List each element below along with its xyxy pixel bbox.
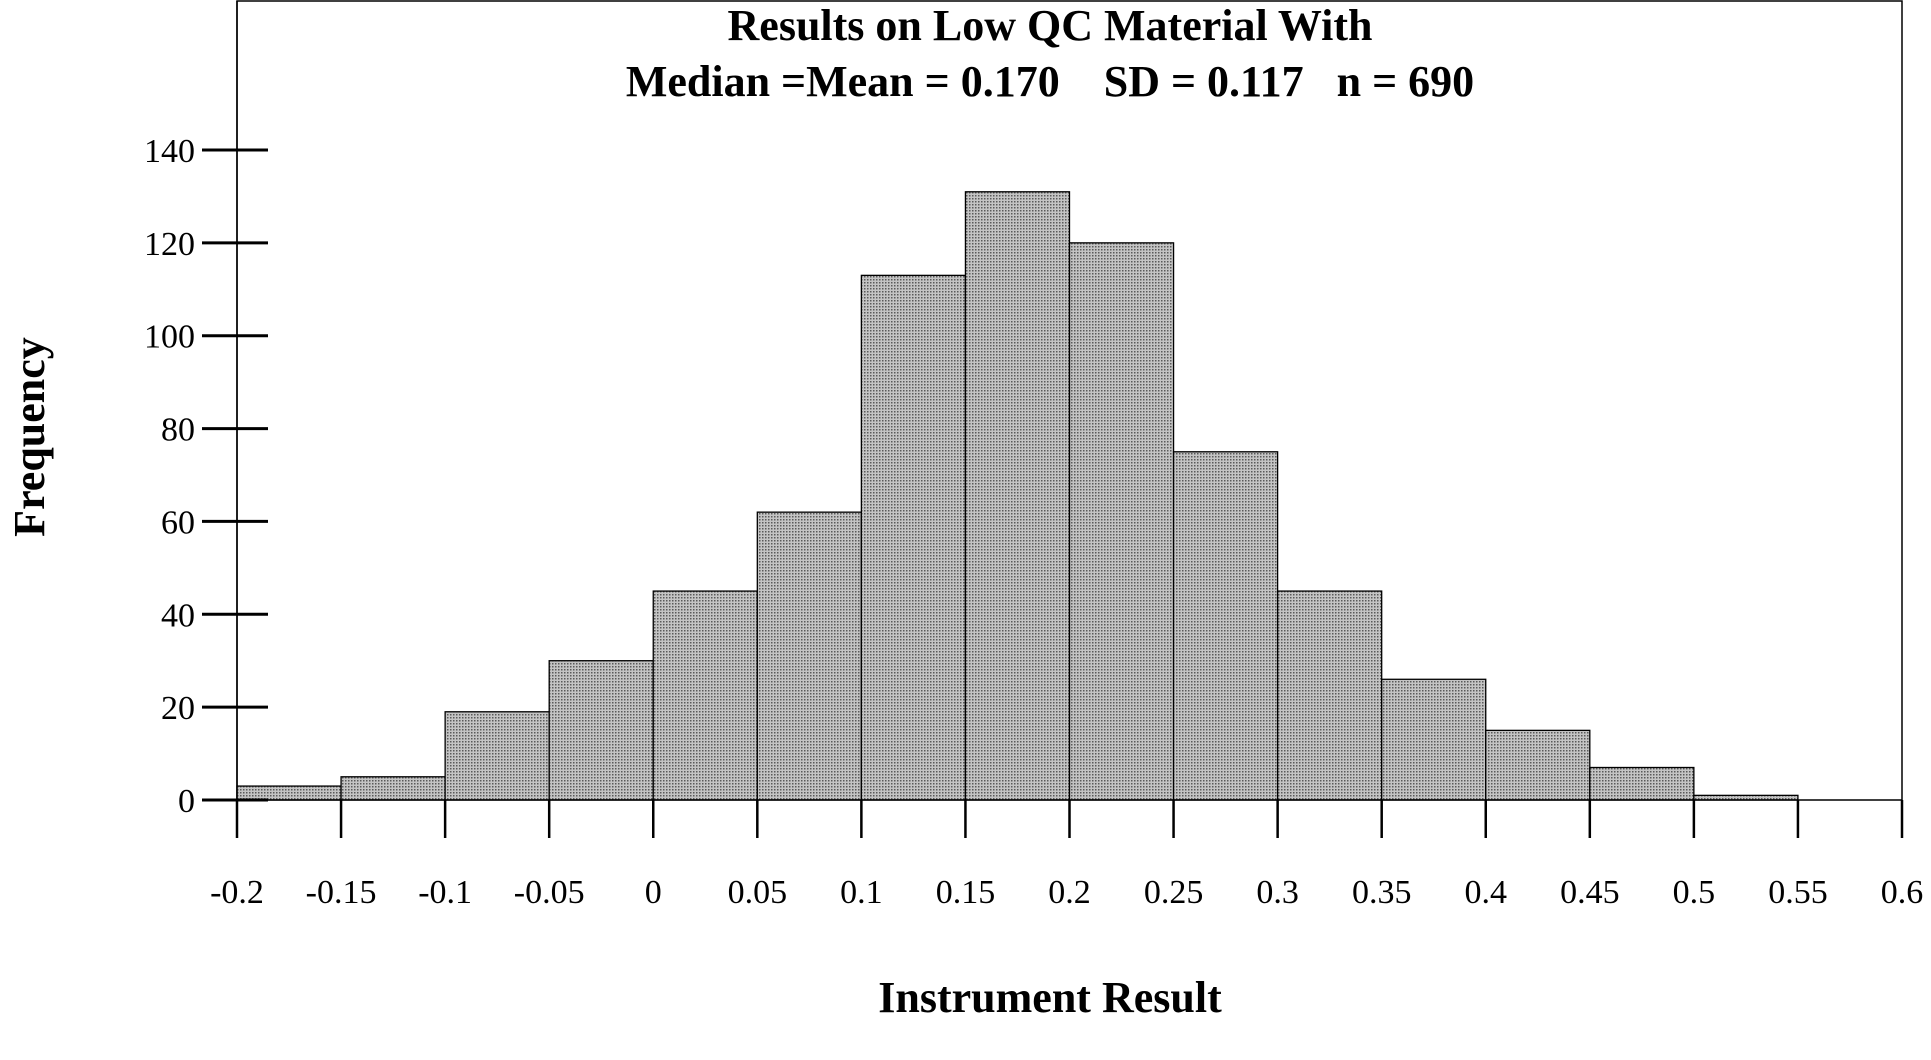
x-tick-label: 0.45	[1560, 874, 1620, 911]
histogram-bar	[1068, 242, 1175, 801]
x-axis-label: Instrument Result	[878, 973, 1222, 1022]
chart-title: Results on Low QC Material With	[728, 1, 1373, 50]
x-tick-label: 0	[645, 874, 662, 911]
x-tick-label: -0.15	[306, 874, 377, 911]
histogram-bar	[340, 776, 446, 801]
x-tick-label: 0.4	[1465, 874, 1508, 911]
histogram-bar	[1172, 451, 1279, 801]
y-tick-label: 120	[144, 226, 195, 263]
x-tick-label: -0.2	[210, 874, 264, 911]
x-tick-label: 0.05	[728, 874, 788, 911]
x-tick-label: 0.25	[1144, 874, 1204, 911]
x-tick-label: -0.05	[514, 874, 585, 911]
y-tick-label: 40	[161, 597, 195, 634]
y-axis-label: Frequency	[5, 337, 54, 537]
y-tick-label: 140	[144, 133, 195, 170]
histogram-bar	[1485, 729, 1591, 801]
y-tick-label: 80	[161, 412, 195, 449]
histogram-bar	[652, 590, 758, 801]
x-tick-label: 0.3	[1256, 874, 1299, 911]
x-tick-label: 0.15	[936, 874, 996, 911]
chart-subtitle: Median =Mean = 0.170 SD = 0.117 n = 690	[626, 57, 1474, 106]
histogram-bar	[1589, 766, 1695, 801]
x-tick-label: 0.35	[1352, 874, 1412, 911]
y-tick-label: 0	[178, 783, 195, 820]
histogram-bar	[236, 785, 342, 801]
histogram-bar	[1381, 678, 1487, 801]
x-tick-label: 0.6	[1881, 874, 1924, 911]
histogram-bar	[860, 274, 967, 801]
histogram-bar	[1276, 590, 1383, 801]
x-tick-label: -0.1	[418, 874, 472, 911]
x-tick-label: 0.5	[1673, 874, 1716, 911]
histogram-bar	[756, 511, 863, 801]
y-tick-label: 60	[161, 504, 195, 541]
x-tick-label: 0.1	[840, 874, 883, 911]
x-tick-label: 0.2	[1048, 874, 1091, 911]
y-axis-ticks: 0 20 40 60 80 100 120 140	[144, 133, 268, 820]
histogram-bar	[444, 711, 550, 801]
y-tick-label: 20	[161, 690, 195, 727]
y-tick-label: 100	[144, 319, 195, 356]
x-axis-ticks: -0.2 -0.15 -0.1 -0.05 0 0.05 0.1 0.15 0.2 0.25 0.3…	[210, 800, 1923, 911]
bars-group	[236, 191, 1799, 801]
histogram-bar	[964, 191, 1071, 801]
x-tick-label: 0.55	[1768, 874, 1828, 911]
histogram-bar	[548, 660, 654, 801]
